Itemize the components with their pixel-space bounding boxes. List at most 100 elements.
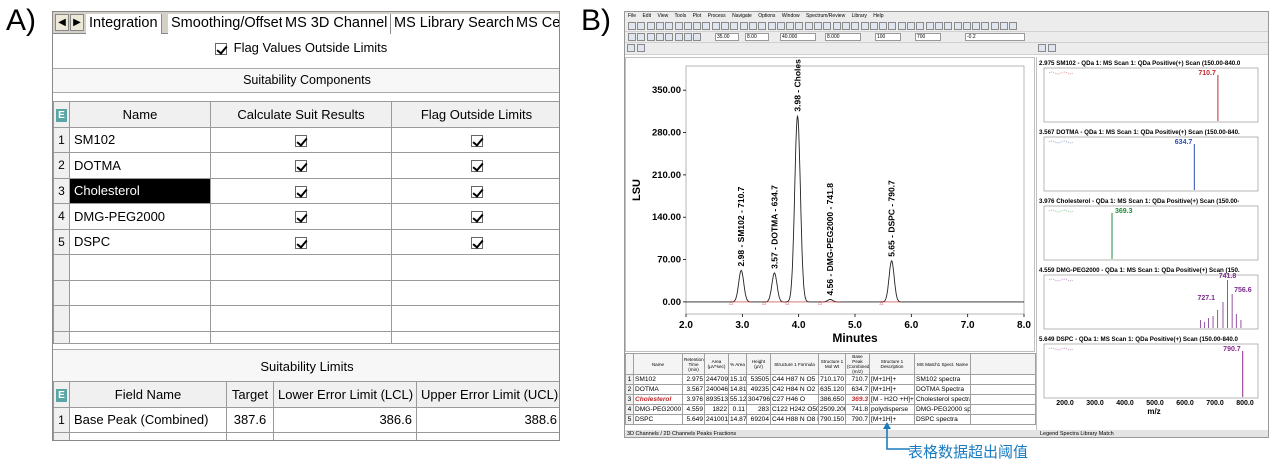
toolbar-icon[interactable] — [646, 33, 655, 41]
toolbar-icon[interactable] — [832, 22, 841, 30]
table-cell[interactable]: 790.150 — [818, 414, 846, 425]
table-cell[interactable]: DOTMA Spectra — [914, 384, 971, 395]
menu-window[interactable]: Window — [781, 13, 800, 19]
table-cell[interactable]: 304796 — [746, 394, 771, 405]
toolbar-icon[interactable] — [702, 22, 711, 30]
toolbar-icon[interactable] — [944, 22, 953, 30]
column-header[interactable]: Retention Time (min) — [682, 353, 705, 375]
toolbar-icon[interactable] — [628, 22, 636, 30]
table-cell[interactable] — [970, 404, 1036, 415]
table-cell[interactable]: 49235 — [746, 384, 771, 395]
column-header[interactable]: % Area — [728, 353, 747, 375]
toolbar-input[interactable]: 35.00 — [715, 33, 739, 41]
table-cell[interactable]: [M - H2O +H]+ — [869, 394, 915, 405]
table-cell[interactable]: 3.567 — [682, 384, 705, 395]
table-row[interactable]: 3 Cholesterol — [53, 177, 559, 204]
toolbar-input[interactable]: 8.00 — [745, 33, 769, 41]
table-cell[interactable]: 1822 — [704, 404, 729, 415]
calculate-checkbox[interactable] — [295, 211, 307, 224]
flag-checkbox[interactable] — [470, 134, 483, 147]
menu-spectrum-review[interactable]: Spectrum/Review — [806, 13, 846, 19]
toolbar-icon[interactable] — [674, 22, 683, 30]
toolbar-icon[interactable] — [823, 22, 832, 30]
toolbar-icon[interactable] — [925, 22, 934, 30]
table-cell[interactable]: 634.7 — [845, 384, 870, 395]
toolbar-icon[interactable] — [665, 33, 674, 41]
empty-row[interactable] — [53, 279, 559, 306]
toolbar-icon[interactable] — [683, 22, 692, 30]
column-header[interactable]: MS Match1 Spect. Name — [914, 353, 971, 375]
toolbar-input[interactable]: -0.2 — [965, 33, 1025, 41]
bottom-tabs-left[interactable]: 3D Channels / 2D Channels Peaks Fraction… — [627, 431, 737, 437]
calculate-checkbox[interactable] — [295, 160, 307, 173]
toolbar-icon[interactable] — [693, 33, 702, 41]
tab-smoothing-offset[interactable]: Smoothing/Offset — [168, 14, 287, 34]
toolbar-icon[interactable] — [972, 22, 981, 30]
flag-checkbox[interactable] — [470, 160, 483, 173]
toolbar-input[interactable]: 700 — [915, 33, 941, 41]
toolbar-icon[interactable] — [748, 22, 757, 30]
empty-row[interactable] — [53, 305, 559, 332]
calculate-suit-results-cell[interactable] — [210, 177, 392, 204]
menu-library[interactable]: Library — [851, 13, 867, 19]
component-name-cell[interactable]: SM102 — [69, 126, 211, 153]
empty-row[interactable] — [53, 254, 559, 281]
ucl-cell[interactable]: 388.6 — [416, 406, 559, 433]
table-cell[interactable]: Cholesterol spectra — [914, 394, 971, 405]
table-cell[interactable]: [M+1H]+ — [869, 374, 915, 385]
column-header[interactable]: Base Peak (Combined) (m/z) — [845, 353, 870, 375]
table-row[interactable]: 5 DSPC — [53, 228, 559, 255]
table-cell[interactable] — [970, 384, 1036, 395]
column-header[interactable]: Structure 1 Formula — [770, 353, 819, 375]
table-cell[interactable]: C44 H87 N O5 — [770, 374, 819, 385]
table-cell[interactable]: 14.81 — [728, 384, 747, 395]
toolbar-icon[interactable] — [795, 22, 804, 30]
menu-help[interactable]: Help — [873, 13, 884, 19]
table-row[interactable]: 1 SM102 — [53, 126, 559, 153]
toolbar-input[interactable]: 100 — [875, 33, 901, 41]
menu-options[interactable]: Options — [758, 13, 776, 19]
toolbar-icon[interactable] — [721, 22, 729, 30]
toolbar-icon[interactable] — [693, 22, 702, 30]
toolbar-icon[interactable] — [869, 22, 878, 30]
table-cell[interactable]: 0.11 — [728, 404, 747, 415]
table-cell[interactable]: C44 H88 N O8 P — [770, 414, 819, 425]
component-name-cell[interactable]: DMG-PEG2000 — [69, 203, 211, 230]
calculate-checkbox[interactable] — [295, 185, 307, 198]
toolbar-input[interactable]: 8.000 — [825, 33, 861, 41]
flag-outside-limits-cell[interactable] — [391, 228, 559, 255]
table-cell[interactable]: 893513 — [704, 394, 729, 405]
table-cell[interactable]: 790.7 — [845, 414, 870, 425]
flag-values-checkbox[interactable] — [215, 42, 227, 55]
toolbar-icon[interactable] — [879, 22, 888, 30]
tab-ms-3d-channel[interactable]: MS 3D Channel — [282, 14, 392, 34]
toolbar-icon[interactable] — [953, 22, 962, 30]
table-cell[interactable]: [M+1H]+ — [869, 384, 915, 395]
column-header-name[interactable]: Name — [69, 101, 211, 128]
component-name-cell-selected[interactable]: Cholesterol — [69, 177, 211, 204]
field-name-cell[interactable]: Base Peak (Combined) — [69, 406, 227, 433]
component-name-cell[interactable]: DSPC — [69, 228, 211, 255]
empty-row[interactable] — [53, 432, 559, 440]
toolbar-icon[interactable] — [637, 22, 646, 30]
column-header-flag[interactable]: Flag Outside Limits — [391, 101, 559, 128]
toolbar-icon[interactable] — [646, 22, 655, 30]
toolbar-icon[interactable] — [888, 22, 897, 30]
table-cell[interactable]: 283 — [746, 404, 771, 415]
calculate-suit-results-cell[interactable] — [210, 126, 392, 153]
column-header[interactable]: Area (µV*sec) — [704, 353, 729, 375]
toolbar-icon[interactable] — [655, 22, 664, 30]
column-header[interactable]: Structure 1 Mol Wt — [818, 353, 846, 375]
tab-scroll-right-button[interactable]: ▶ — [70, 14, 84, 31]
table-cell[interactable] — [970, 374, 1036, 385]
table-cell[interactable]: 244709 — [704, 374, 729, 385]
table-cell[interactable]: polydisperse — [869, 404, 915, 415]
flag-checkbox[interactable] — [470, 185, 483, 198]
table-row[interactable]: 4 DMG-PEG2000 4.559 1822 0.11 283 C122 H242 O5… — [625, 404, 1036, 415]
table-cell[interactable]: C122 H242 O50 — [770, 404, 819, 415]
table-row[interactable]: 3 Cholesterol 3.976 893513 55.12 304796 C27 H4… — [625, 394, 1036, 405]
table-options-icon[interactable]: E — [53, 101, 70, 128]
flag-outside-limits-cell[interactable] — [391, 203, 559, 230]
spectra-chart[interactable]: 2.975 SM102 - QDa 1: MS Scan 1: QDa Posi… — [1037, 57, 1269, 430]
toolbar-icon[interactable] — [758, 22, 767, 30]
